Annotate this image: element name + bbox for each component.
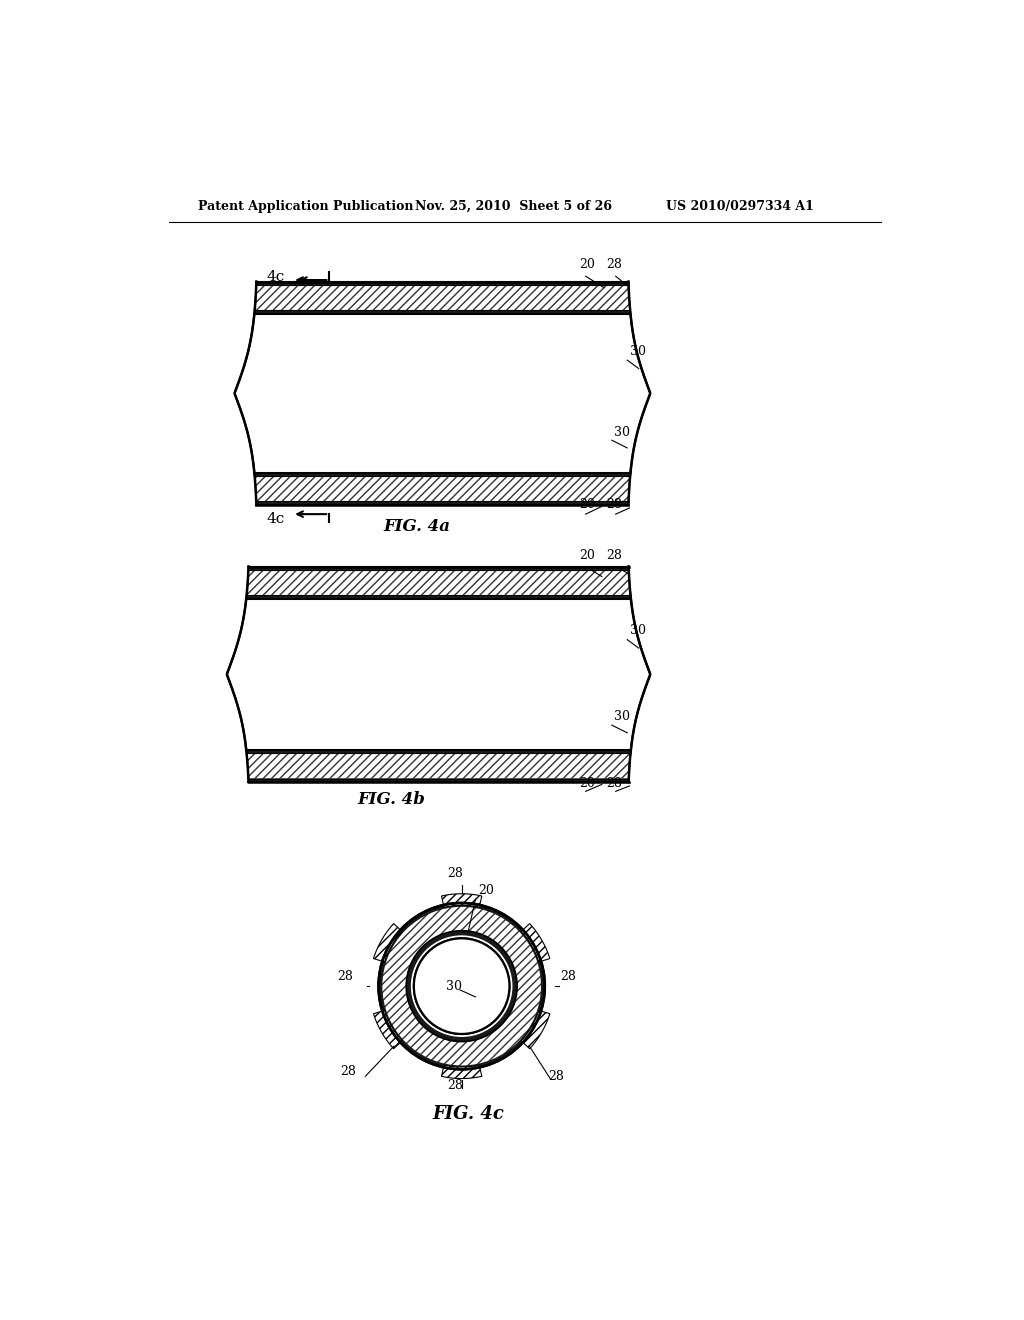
Text: 30: 30 — [446, 979, 462, 993]
Text: FIG. 4b: FIG. 4b — [357, 791, 426, 808]
Text: Nov. 25, 2010  Sheet 5 of 26: Nov. 25, 2010 Sheet 5 of 26 — [416, 199, 612, 213]
Text: 28: 28 — [560, 970, 577, 983]
Text: 30: 30 — [614, 710, 630, 723]
Text: 30: 30 — [630, 345, 645, 358]
Text: 28: 28 — [606, 776, 623, 789]
Polygon shape — [521, 924, 550, 962]
Polygon shape — [254, 473, 631, 477]
Polygon shape — [227, 566, 650, 781]
Polygon shape — [521, 1010, 550, 1048]
Text: 28: 28 — [606, 257, 623, 271]
Text: 4c: 4c — [266, 512, 285, 525]
Polygon shape — [441, 1065, 482, 1078]
Polygon shape — [246, 750, 631, 754]
Text: 20: 20 — [579, 498, 595, 511]
Text: 20: 20 — [579, 776, 595, 789]
Polygon shape — [249, 779, 629, 781]
Text: 20: 20 — [478, 884, 495, 896]
Text: 20: 20 — [579, 549, 595, 562]
Circle shape — [414, 939, 509, 1034]
Text: 30: 30 — [630, 624, 645, 638]
Polygon shape — [441, 894, 482, 907]
Text: 28: 28 — [447, 867, 464, 880]
Polygon shape — [249, 566, 629, 570]
Polygon shape — [255, 477, 630, 502]
Text: 30: 30 — [614, 425, 630, 438]
Text: 28: 28 — [337, 970, 353, 983]
Polygon shape — [247, 754, 631, 779]
Polygon shape — [374, 1010, 402, 1048]
Text: FIG. 4c: FIG. 4c — [432, 1105, 504, 1122]
Circle shape — [379, 903, 545, 1069]
Polygon shape — [234, 281, 650, 506]
Text: 28: 28 — [340, 1065, 356, 1077]
Polygon shape — [254, 310, 631, 314]
Text: 28: 28 — [548, 1071, 564, 1084]
Polygon shape — [256, 281, 629, 285]
Text: FIG. 4a: FIG. 4a — [383, 517, 451, 535]
Polygon shape — [256, 502, 629, 506]
Text: 28: 28 — [606, 549, 623, 562]
Text: 20: 20 — [579, 257, 595, 271]
Polygon shape — [234, 314, 650, 473]
Polygon shape — [246, 595, 631, 599]
Text: Patent Application Publication: Patent Application Publication — [199, 199, 414, 213]
Polygon shape — [374, 924, 402, 962]
Polygon shape — [255, 285, 630, 310]
Text: US 2010/0297334 A1: US 2010/0297334 A1 — [666, 199, 814, 213]
Polygon shape — [247, 570, 631, 595]
Text: 4c: 4c — [266, 271, 285, 284]
Polygon shape — [227, 599, 650, 750]
Circle shape — [414, 939, 509, 1034]
Text: 28: 28 — [447, 1080, 464, 1093]
Text: 28: 28 — [606, 498, 623, 511]
